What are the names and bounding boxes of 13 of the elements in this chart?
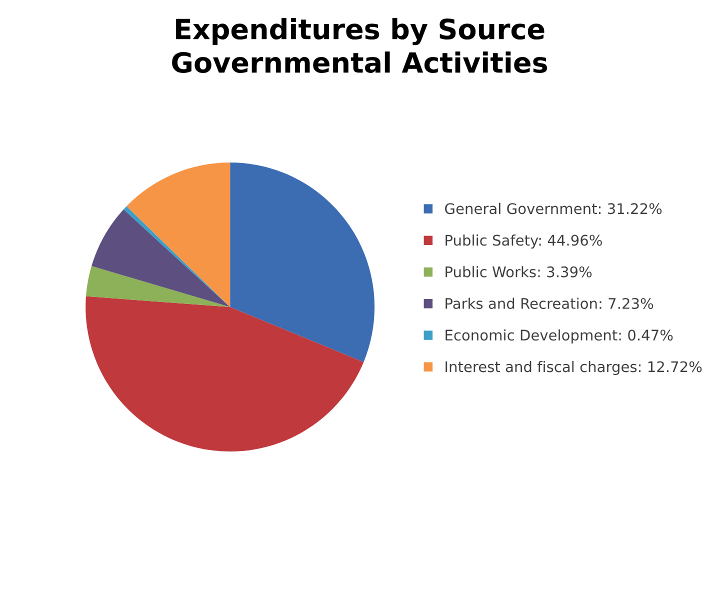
legend-label: Parks and Recreation: 7.23% [446, 298, 654, 309]
pie-slice [126, 162, 230, 308]
legend-label: Public Safety: 44.96% [446, 234, 602, 249]
legend-label: General Government: 31.22% [445, 202, 662, 214]
legend-label: Public Works: 3.39% [446, 266, 592, 278]
pie-slice [230, 162, 375, 362]
pie-slice [86, 266, 230, 308]
pie-slice [124, 206, 230, 308]
pie-slice [92, 209, 230, 308]
legend-label: Economic Development: 0.47% [446, 329, 673, 344]
chart-title: Expenditures by Source Governmental Activities [172, 18, 548, 73]
legend-label: Interest and fiscal charges: 12.72% [446, 360, 702, 376]
pie-slice [86, 296, 364, 452]
